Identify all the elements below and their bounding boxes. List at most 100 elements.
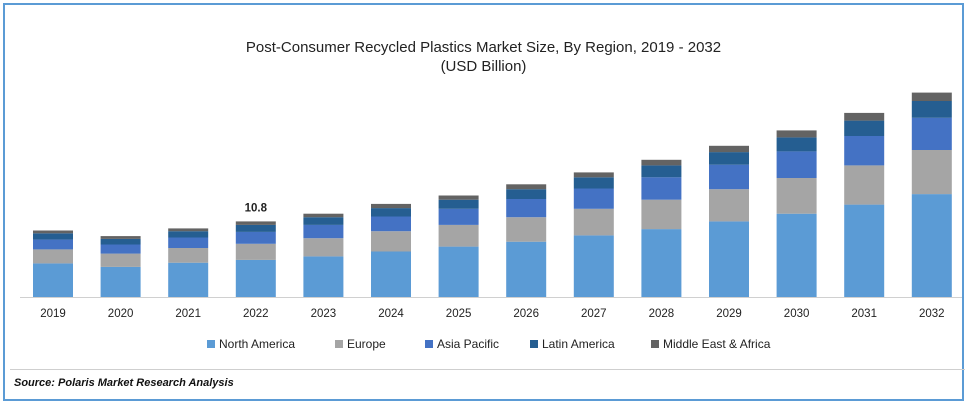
x-tick-label-2021: 2021 [175, 308, 201, 320]
bar-segment-2022-middle-east-africa [235, 221, 276, 225]
bar-segment-2021-middle-east-africa [168, 228, 209, 232]
legend-label-north-america: North America [219, 337, 295, 351]
bar-segment-2028-asia-pacific [641, 177, 682, 200]
bar-segment-2024-europe [371, 231, 411, 252]
x-tick-label-2028: 2028 [649, 308, 675, 320]
legend-label-asia-pacific: Asia Pacific [437, 337, 499, 351]
bar-segment-2031-europe [844, 165, 885, 205]
bar-segment-2026-north-america [506, 241, 547, 297]
bar-segment-2027-asia-pacific [573, 188, 614, 209]
bar-segment-2029-latin-america [709, 152, 749, 165]
bar-segment-2029-north-america [709, 221, 749, 297]
bar-segment-2020-asia-pacific [100, 244, 141, 254]
bar-segment-2032-middle-east-africa [911, 92, 952, 101]
bar-segment-2030-europe [776, 178, 817, 214]
bar-segment-2032-latin-america [911, 101, 952, 118]
bar-segment-2032-europe [911, 150, 952, 195]
bar-segment-2032-north-america [911, 194, 952, 297]
bar-segment-2022-asia-pacific [235, 231, 276, 244]
bar-segment-2021-north-america [168, 262, 209, 297]
bar-segment-2028-europe [641, 199, 682, 230]
bar-segment-2021-asia-pacific [168, 237, 209, 248]
bar-segment-2027-north-america [573, 235, 614, 297]
bar-segment-2023-europe [303, 238, 344, 257]
bar-segment-2025-asia-pacific [438, 208, 479, 225]
x-tick-label-2024: 2024 [378, 308, 404, 320]
bar-segment-2026-europe [506, 217, 547, 242]
chart-subtitle: (USD Billion) [440, 58, 527, 75]
x-tick-label-2019: 2019 [40, 308, 66, 320]
bar-segment-2023-north-america [303, 256, 344, 297]
bar-segment-2029-asia-pacific [709, 164, 749, 190]
bar-segment-2031-north-america [844, 204, 885, 297]
bar-segment-2025-middle-east-africa [438, 195, 479, 200]
bar-segment-2030-north-america [776, 213, 817, 297]
divider [10, 369, 965, 370]
bar-segment-2030-latin-america [776, 137, 817, 152]
bar-segment-2023-latin-america [303, 217, 344, 225]
bar-segment-2027-middle-east-africa [573, 172, 614, 178]
bar-segment-2020-north-america [100, 266, 141, 297]
bar-segment-2022-europe [235, 243, 276, 260]
bar-segment-2019-middle-east-africa [33, 230, 73, 234]
bar-segment-2021-europe [168, 248, 209, 263]
bar-segment-2030-middle-east-africa [776, 130, 817, 138]
x-tick-label-2030: 2030 [784, 308, 810, 320]
x-tick-label-2022: 2022 [243, 308, 269, 320]
bar-segment-2019-north-america [33, 263, 73, 297]
bar-segment-2022-north-america [235, 259, 276, 297]
bar-segment-2031-latin-america [844, 120, 885, 136]
bar-segment-2029-middle-east-africa [709, 145, 749, 153]
legend-label-europe: Europe [347, 337, 386, 351]
legend-swatch-europe [335, 340, 343, 348]
legend-swatch-latin-america [530, 340, 538, 348]
bar-segment-2027-europe [573, 208, 614, 236]
bar-segment-2019-europe [33, 249, 73, 264]
bar-segment-2022-latin-america [235, 224, 276, 232]
bar-segment-2032-asia-pacific [911, 117, 952, 150]
x-tick-label-2026: 2026 [513, 308, 539, 320]
bar-segment-2026-asia-pacific [506, 199, 547, 218]
bar-segment-2031-asia-pacific [844, 136, 885, 166]
bar-segment-2025-europe [438, 224, 479, 247]
x-tick-label-2031: 2031 [851, 308, 877, 320]
legend-swatch-middle-east-africa [651, 340, 659, 348]
x-tick-label-2025: 2025 [446, 308, 472, 320]
bar-segment-2024-asia-pacific [371, 216, 411, 232]
bar-segment-2028-latin-america [641, 165, 682, 178]
bar-segment-2023-asia-pacific [303, 224, 344, 239]
x-tick-label-2032: 2032 [919, 308, 945, 320]
bar-segment-2023-middle-east-africa [303, 213, 344, 218]
legend-swatch-north-america [207, 340, 215, 348]
x-tick-label-2027: 2027 [581, 308, 607, 320]
legend-label-latin-america: Latin America [542, 337, 615, 351]
bar-segment-2025-latin-america [438, 199, 479, 209]
legend-label-middle-east-africa: Middle East & Africa [663, 337, 771, 351]
data-label-2022: 10.8 [245, 202, 268, 214]
bar-segment-2026-latin-america [506, 189, 547, 199]
bar-segment-2026-middle-east-africa [506, 184, 547, 190]
bar-segment-2019-asia-pacific [33, 239, 73, 250]
bar-segment-2020-europe [100, 253, 141, 267]
x-tick-label-2023: 2023 [311, 308, 337, 320]
bar-segment-2024-latin-america [371, 208, 411, 217]
bar-segment-2028-middle-east-africa [641, 159, 682, 166]
bar-segment-2029-europe [709, 189, 749, 222]
bar-segment-2019-latin-america [33, 233, 73, 240]
source-note: Source: Polaris Market Research Analysis [14, 377, 234, 389]
bar-segment-2028-north-america [641, 229, 682, 297]
bar-segment-2024-middle-east-africa [371, 203, 411, 209]
bar-segment-2020-middle-east-africa [100, 236, 141, 239]
bar-segment-2024-north-america [371, 251, 411, 297]
bar-segment-2030-asia-pacific [776, 151, 817, 178]
bar-segment-2031-middle-east-africa [844, 112, 885, 121]
bar-segment-2020-latin-america [100, 238, 141, 245]
x-tick-label-2020: 2020 [108, 308, 134, 320]
bar-segment-2027-latin-america [573, 177, 614, 189]
x-tick-label-2029: 2029 [716, 308, 742, 320]
chart-title: Post-Consumer Recycled Plastics Market S… [245, 39, 722, 56]
bar-segment-2021-latin-america [168, 231, 209, 238]
legend-swatch-asia-pacific [425, 340, 433, 348]
bar-segment-2025-north-america [438, 246, 479, 297]
